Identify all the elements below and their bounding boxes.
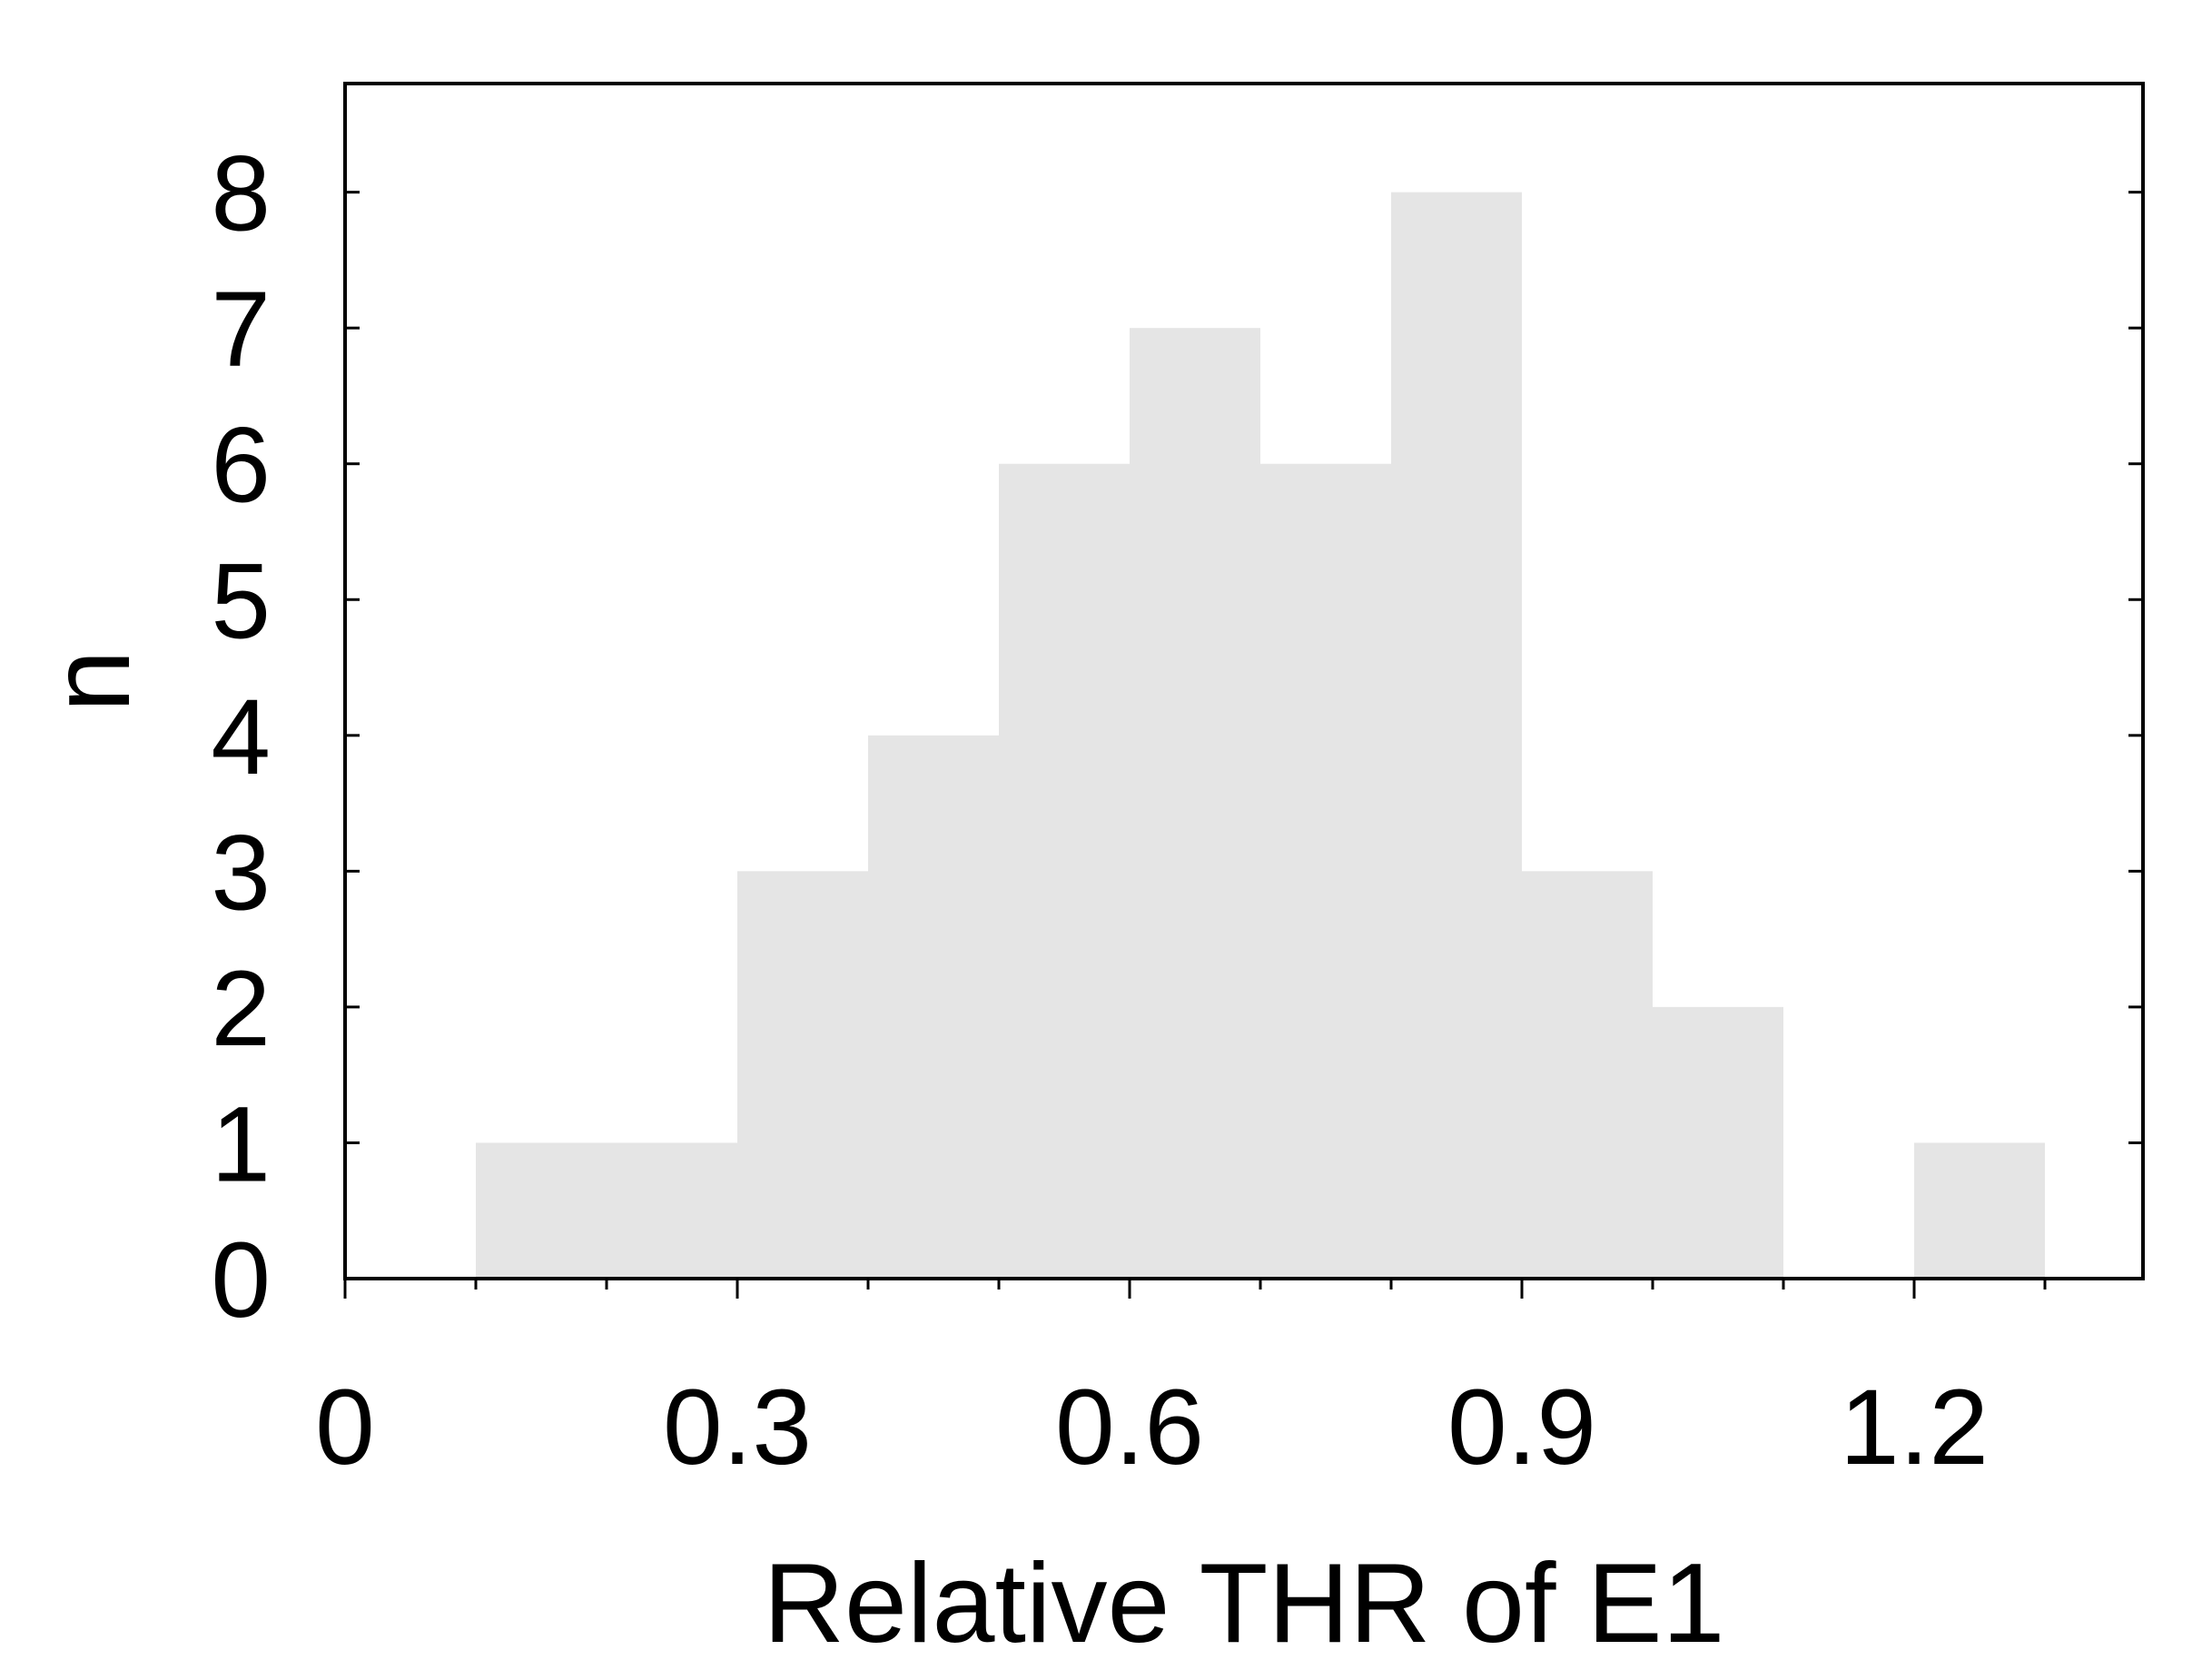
histogram-bar-2 — [737, 871, 868, 1279]
y-tick-label: 1 — [211, 1084, 271, 1204]
histogram-bar-6 — [1260, 463, 1391, 1279]
y-tick-label: 2 — [211, 949, 271, 1069]
x-tick-labels: 0 0.3 0.6 0.9 1.2 — [315, 1368, 1989, 1487]
histogram-bar-3 — [868, 735, 999, 1279]
histogram-bar-7 — [1391, 192, 1522, 1280]
x-tick-label: 0 — [315, 1368, 375, 1487]
histogram-bar-0 — [476, 1142, 607, 1279]
y-tick-label: 7 — [211, 270, 271, 390]
histogram-bars — [476, 192, 2045, 1280]
x-tick-label: 1.2 — [1840, 1368, 1989, 1487]
y-tick-label: 6 — [211, 406, 271, 526]
histogram-bar-8 — [1522, 871, 1653, 1279]
histogram-bar-9 — [1653, 1006, 1783, 1279]
plot-frame — [343, 82, 2145, 1280]
y-tick-label: 0 — [211, 1220, 271, 1340]
x-tick-label: 0.3 — [663, 1368, 812, 1487]
x-tick-label: 0.6 — [1055, 1368, 1204, 1487]
y-tick-labels: 0 1 2 3 4 5 6 7 8 — [211, 134, 271, 1340]
y-axis-label: n — [28, 650, 153, 713]
axis-ticks — [343, 191, 2143, 1299]
y-tick-label: 3 — [211, 813, 271, 933]
histogram-bar-5 — [1130, 328, 1260, 1279]
y-tick-label: 4 — [211, 677, 271, 797]
x-axis-label: Relative THR of E1 — [763, 1541, 1724, 1666]
histogram-bar-1 — [607, 1142, 737, 1279]
histogram-bar-11 — [1914, 1142, 2045, 1279]
y-tick-label: 5 — [211, 541, 271, 661]
x-tick-label: 0.9 — [1447, 1368, 1596, 1487]
histogram-bar-4 — [999, 463, 1130, 1279]
y-tick-label: 8 — [211, 134, 271, 254]
